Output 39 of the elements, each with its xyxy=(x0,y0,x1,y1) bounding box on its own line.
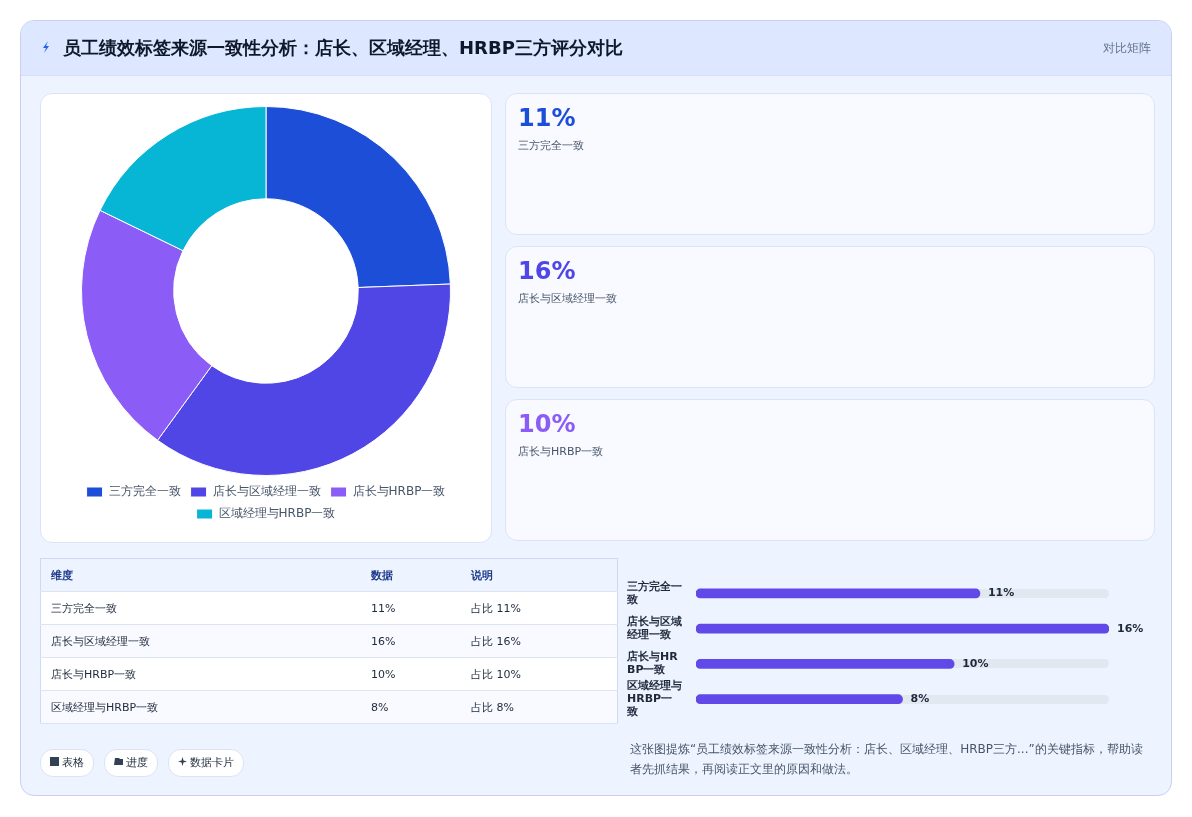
legend-label: 三方完全一致 xyxy=(108,484,181,499)
text: 数据卡片 xyxy=(190,756,234,769)
text: 10% xyxy=(361,657,461,691)
y-tick-label: 店长与HRBP一致 xyxy=(626,650,679,677)
text: 店长与HRBP一致 xyxy=(40,657,361,691)
text: 占比 8% xyxy=(461,690,618,724)
y-tick-label: 三方完全一致 xyxy=(626,579,682,606)
data-label: 10% xyxy=(962,656,989,670)
text: 店长与HRBP一致 xyxy=(518,444,604,459)
text: 占比 16% xyxy=(461,624,618,658)
text: 进度 xyxy=(126,756,148,769)
text: 占比 10% xyxy=(461,657,618,691)
text: 店长与区域经理一致 xyxy=(518,291,617,306)
legend-label: 店长与区域经理一致 xyxy=(212,484,321,499)
text: 这张图提炼“员工绩效标签来源一致性分析：店长、区域经理、HRBP三方...”的关键指标，帮助读者先抓结果，再阅读正文里的原因和做法。 xyxy=(630,741,1144,778)
text: 11% xyxy=(518,104,576,132)
text: 表格 xyxy=(62,756,84,769)
data-label: 11% xyxy=(987,586,1015,600)
text: 店长与区域经理一致 xyxy=(40,624,361,658)
text: 占比 11% xyxy=(461,591,618,625)
text: 说明 xyxy=(461,558,618,592)
text: 三方完全一致 xyxy=(518,138,584,153)
text: 区域经理与HRBP一致 xyxy=(40,690,361,724)
text: 11% xyxy=(361,591,461,625)
legend-label: 区域经理与HRBP一致 xyxy=(218,506,336,521)
text: 维度 xyxy=(40,558,361,592)
y-tick-label: 区域经理与HRBP一致 xyxy=(626,678,682,719)
text: 对比矩阵 xyxy=(1103,40,1151,57)
text: 三方完全一致 xyxy=(40,591,361,625)
data-label: 8% xyxy=(910,692,930,706)
data-label: 16% xyxy=(1117,621,1144,635)
chart-title: 员工绩效标签来源一致性分析：店长、区域经理、HRBP三方评分对比 xyxy=(63,36,623,60)
text: 16% xyxy=(518,257,576,285)
text: 16% xyxy=(361,624,461,658)
text: 8% xyxy=(361,690,461,724)
text: 数据 xyxy=(361,558,461,592)
legend-label: 店长与HRBP一致 xyxy=(352,484,446,499)
y-tick-label: 店长与区域经理一致 xyxy=(626,614,682,642)
text: 10% xyxy=(518,410,576,438)
